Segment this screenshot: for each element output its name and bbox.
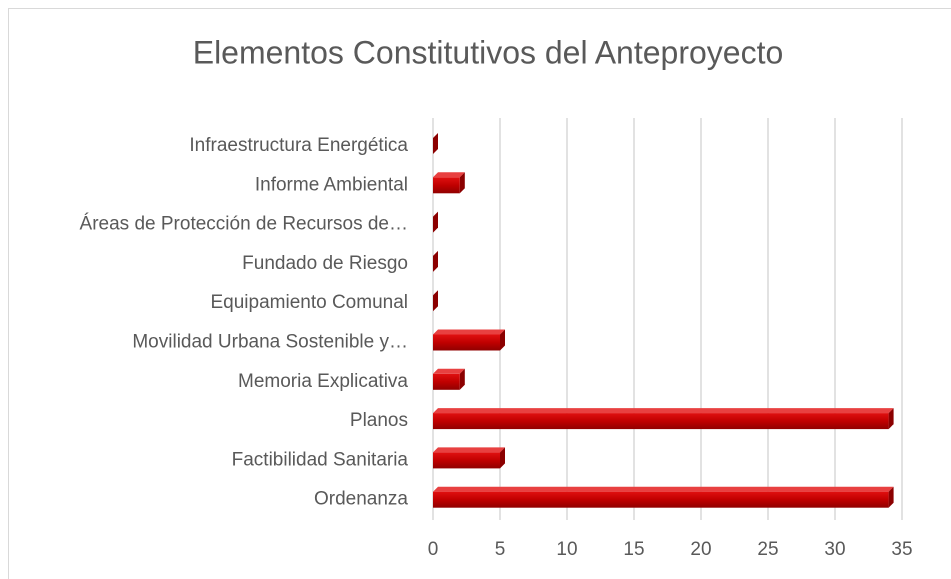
bar-top (433, 408, 894, 414)
bar (433, 413, 889, 430)
y-tick-label: Memoria Explicativa (238, 371, 408, 392)
bar (433, 491, 889, 508)
x-tick-label: 10 (556, 539, 577, 560)
y-tick-label: Áreas de Protección de Recursos de… (80, 214, 408, 235)
chart-border (8, 8, 951, 579)
x-tick-label: 0 (428, 539, 439, 560)
x-tick-label: 30 (824, 539, 845, 560)
y-tick-label: Equipamiento Comunal (210, 292, 408, 313)
bar-side (433, 290, 438, 312)
bar-side (500, 447, 505, 469)
bar-top (433, 368, 465, 374)
x-tick-label: 20 (690, 539, 711, 560)
x-tick-label: 35 (891, 539, 912, 560)
bar-top (433, 447, 505, 453)
y-tick-label: Ordenanza (314, 489, 408, 510)
y-tick-label: Informe Ambiental (255, 174, 408, 195)
bar-top (433, 329, 505, 335)
y-tick-label: Movilidad Urbana Sostenible y… (132, 332, 408, 353)
bar-side (459, 172, 465, 194)
bar-side (888, 486, 894, 508)
x-tick-label: 5 (495, 539, 506, 560)
bar-side (500, 329, 505, 351)
x-tick-label: 25 (757, 539, 778, 560)
bar (433, 177, 460, 194)
bar-top (433, 172, 465, 178)
bar (433, 334, 500, 351)
y-tick-label: Planos (350, 410, 408, 431)
bar-side (433, 250, 438, 272)
y-tick-label: Factibilidad Sanitaria (232, 449, 409, 470)
y-tick-label: Fundado de Riesgo (242, 253, 408, 274)
x-tick-label: 15 (623, 539, 644, 560)
bar-side (433, 133, 438, 154)
bar-top (433, 486, 894, 492)
bar-side (459, 368, 465, 390)
chart-title: Elementos Constitutivos del Anteproyecto (193, 34, 784, 70)
bar-side (888, 408, 894, 430)
bar (433, 373, 460, 390)
bar (433, 452, 500, 469)
y-tick-label: Infraestructura Energética (189, 135, 408, 156)
bar-side (433, 211, 438, 233)
